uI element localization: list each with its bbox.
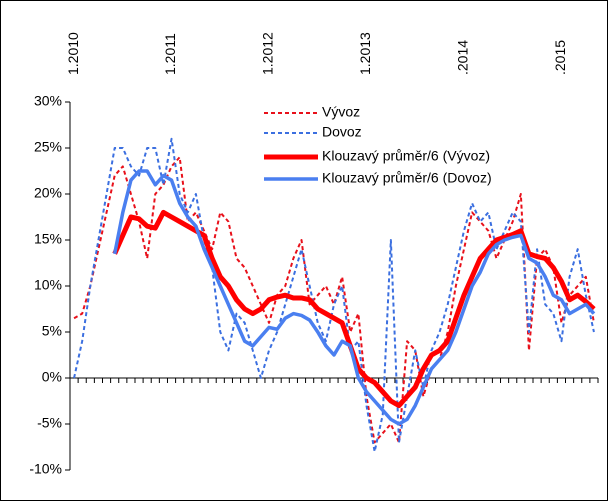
legend-label: Vývoz <box>322 104 360 120</box>
y-tick-label: 10% <box>34 277 62 293</box>
y-tick-label: 5% <box>42 323 62 339</box>
x-tick-label: 1.2010 <box>65 32 81 75</box>
y-tick-label: -10% <box>29 461 62 477</box>
x-tick-label: 1.2013 <box>357 32 373 75</box>
legend-label: Klouzavý průměr/6 (Vývoz) <box>322 148 490 164</box>
x-tick-label: 1.2011 <box>162 33 178 75</box>
y-tick-label: 15% <box>34 231 62 247</box>
x-tick-label: .2015 <box>552 40 568 75</box>
series-line <box>73 137 595 453</box>
x-tick-label: 1.2012 <box>260 32 276 75</box>
legend-label: Klouzavý průměr/6 (Dovoz) <box>322 170 492 186</box>
y-tick-label: 25% <box>34 139 62 155</box>
y-tick-label: 20% <box>34 185 62 201</box>
y-tick-label: 30% <box>34 93 62 109</box>
y-tick-label: 0% <box>42 369 62 385</box>
y-tick-label: -5% <box>37 415 62 431</box>
x-tick-label: .2014 <box>455 40 471 75</box>
legend-label: Dovoz <box>322 124 362 140</box>
series-line <box>112 169 596 426</box>
